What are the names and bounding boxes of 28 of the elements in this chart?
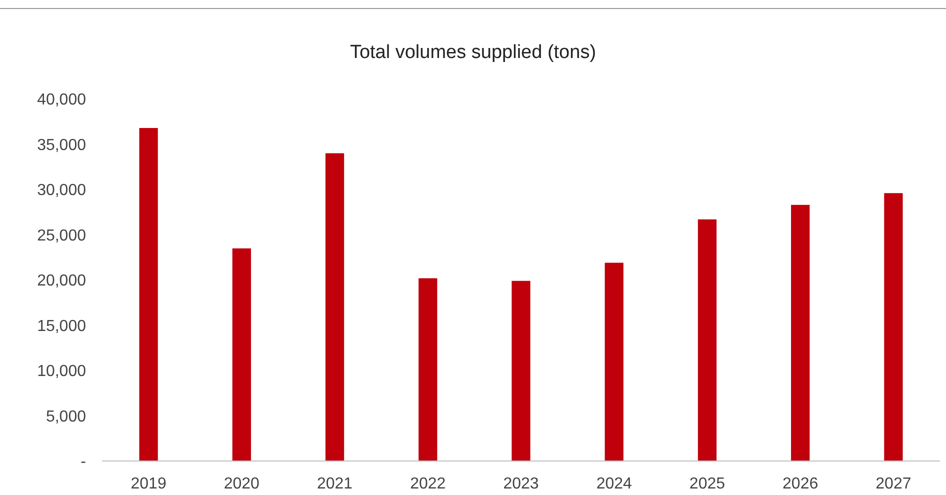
y-tick-label: - [80,454,86,471]
bar [791,204,810,461]
y-tick-label: 10,000 [37,363,86,380]
y-tick-label: 35,000 [37,136,86,154]
y-tick-label: 5,000 [46,408,86,426]
y-tick-label: 25,000 [37,227,86,244]
x-tick-label: 2022 [410,475,446,492]
y-tick-label: 30,000 [37,182,86,200]
bar [139,128,158,461]
x-tick-label: 2020 [224,475,260,492]
bar [884,193,903,461]
y-tick-label: 40,000 [37,92,86,109]
x-tick-label: 2027 [876,475,912,492]
bar [325,153,344,461]
x-tick-label: 2026 [782,475,818,492]
bar [512,280,530,461]
bar [418,278,438,461]
y-tick-label: 20,000 [37,272,86,290]
chart-title: Total volumes supplied (tons) [348,42,598,64]
x-tick-label: 2019 [130,475,166,492]
bar [698,219,717,461]
x-tick-label: 2021 [316,475,353,492]
bar [604,262,624,461]
y-tick-label: 15,000 [37,318,86,335]
bar [232,248,251,461]
x-tick-label: 2025 [689,475,726,492]
x-tick-label: 2024 [596,475,632,492]
x-tick-label: 2023 [503,475,539,492]
